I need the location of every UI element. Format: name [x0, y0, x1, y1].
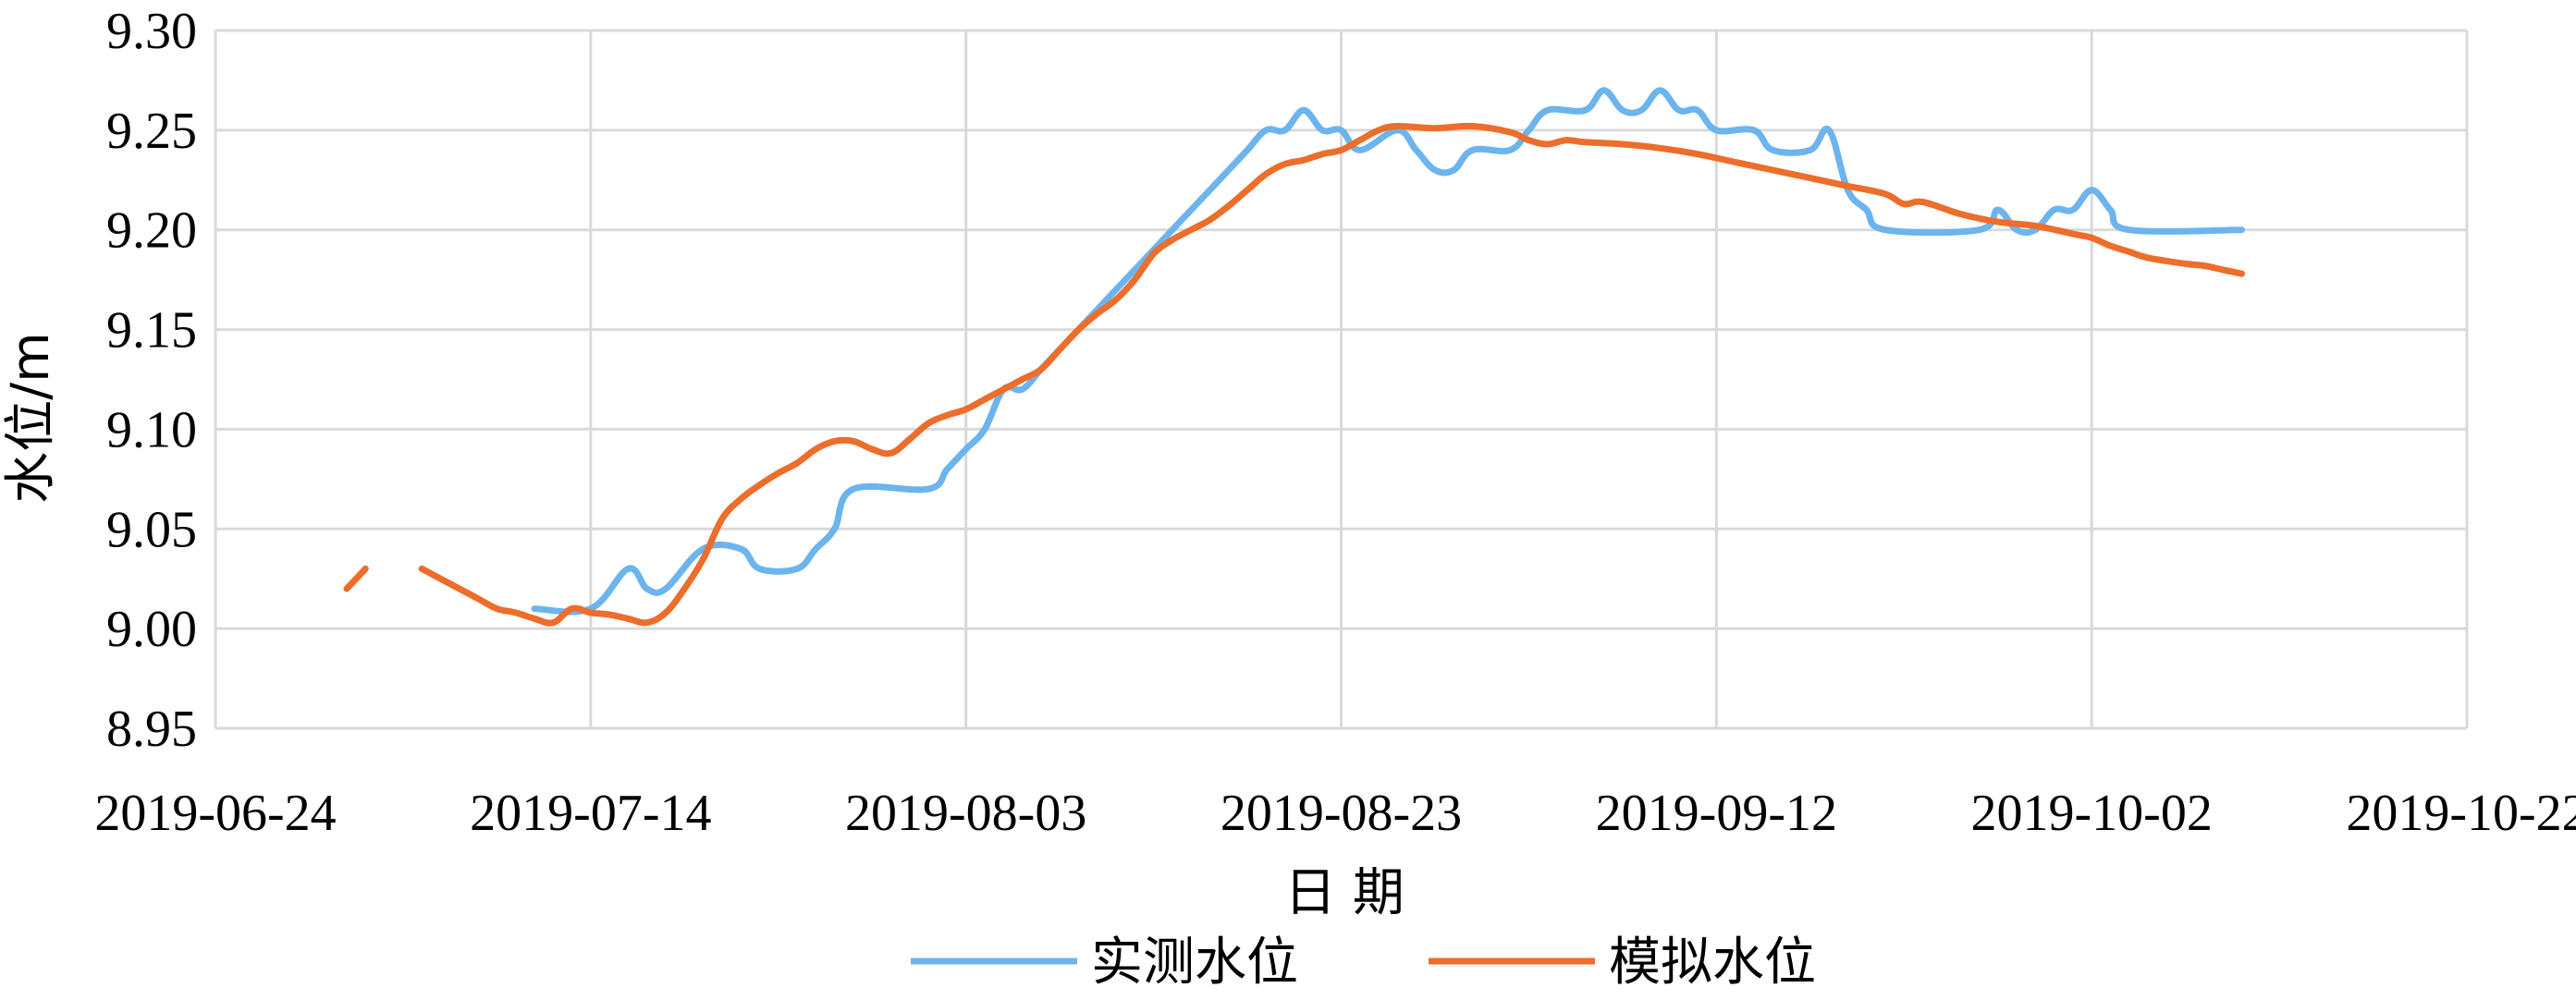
x-tick-label: 2019-06-24 — [94, 785, 336, 842]
y-tick-label: 9.05 — [106, 501, 197, 558]
y-tick-label: 9.10 — [106, 401, 197, 458]
y-tick-label: 9.00 — [106, 601, 197, 658]
y-tick-labels: 8.95 9.00 9.05 9.10 9.15 9.20 9.25 9.30 — [106, 3, 197, 758]
y-tick-label: 9.25 — [106, 103, 197, 160]
axes — [214, 30, 2467, 730]
x-tick-labels: 2019-06-24 2019-07-14 2019-08-03 2019-08-23… — [94, 785, 2576, 842]
y-tick-label: 9.30 — [106, 3, 197, 60]
x-tick-label: 2019-09-12 — [1596, 785, 1837, 842]
series-line-simulated — [343, 565, 369, 592]
x-axis-title: 日 期 — [1284, 863, 1405, 923]
series-group — [343, 87, 2245, 627]
y-tick-label: 9.15 — [106, 302, 197, 360]
x-tick-label: 2019-07-14 — [470, 785, 711, 842]
legend-label-simulated: 模拟水位 — [1609, 933, 1816, 993]
series-line-measured — [531, 87, 2245, 616]
x-tick-label: 2019-10-22 — [2346, 785, 2576, 842]
y-tick-label: 9.20 — [106, 202, 197, 260]
x-tick-label: 2019-08-23 — [1221, 785, 1462, 842]
y-tick-label: 8.95 — [106, 701, 197, 758]
x-tick-label: 2019-08-03 — [845, 785, 1086, 842]
series-line-simulated — [418, 122, 2245, 627]
x-tick-label: 2019-10-02 — [1971, 785, 2213, 842]
y-axis-title: 水位/m — [1, 332, 61, 503]
legend-label-measured: 实测水位 — [1091, 933, 1298, 993]
legend: 实测水位 模拟水位 — [911, 933, 1816, 993]
series-measured — [531, 87, 2245, 616]
series-simulated — [343, 122, 2245, 627]
